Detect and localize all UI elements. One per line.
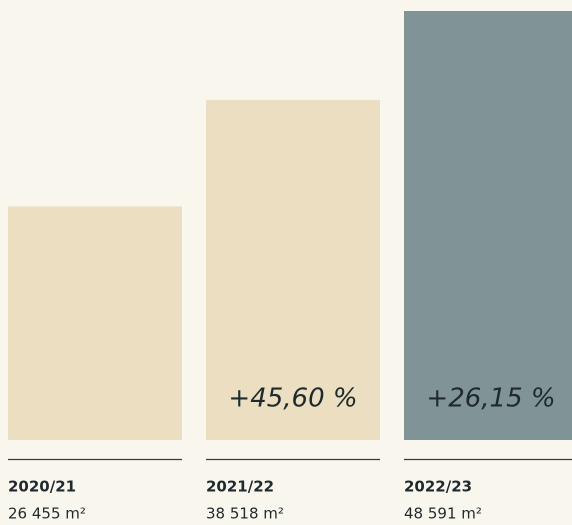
category-label: 2020/21 [8, 478, 76, 496]
category-label: 2022/23 [404, 478, 472, 496]
value-label: 48 591 m² [404, 505, 482, 523]
growth-annotation: +45,60 % [228, 384, 357, 414]
bar [8, 206, 182, 440]
bar [206, 99, 380, 440]
growth-annotation: +26,15 % [426, 384, 555, 414]
value-label: 38 518 m² [206, 505, 284, 523]
category-label: 2021/22 [206, 478, 274, 496]
value-label: 26 455 m² [8, 505, 86, 523]
bar [404, 11, 572, 440]
